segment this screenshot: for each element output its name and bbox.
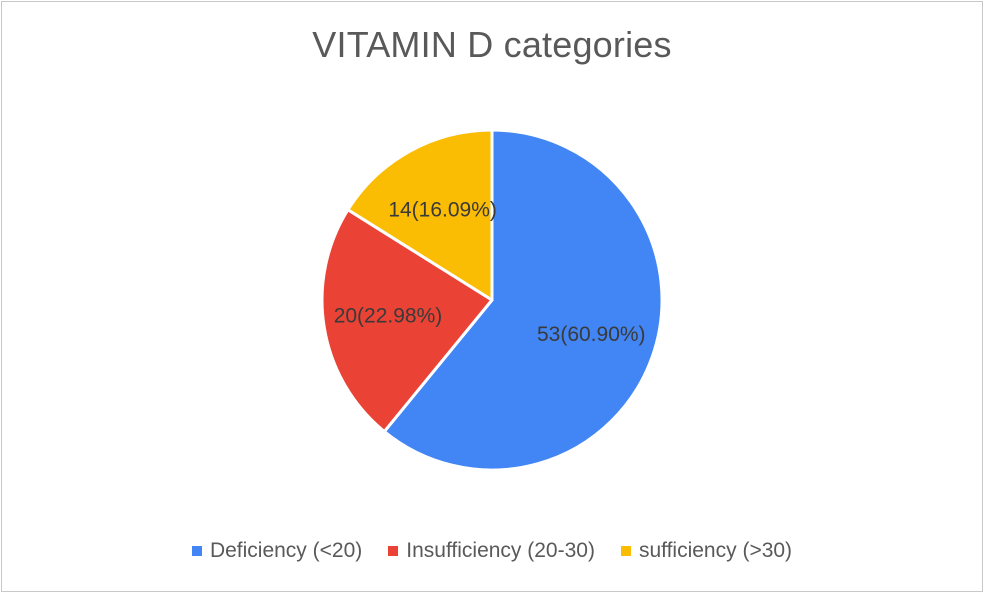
legend-item-sufficiency: sufficiency (>30) — [620, 539, 793, 563]
legend-item-insufficiency: Insufficiency (20-30) — [388, 539, 595, 563]
pie-slice-insufficiency — [320, 208, 494, 434]
legend-swatch-sufficiency — [620, 546, 631, 556]
legend-label-sufficiency: sufficiency (>30) — [638, 539, 793, 562]
legend-label-insufficiency: Insufficiency (20-30) — [406, 539, 595, 562]
legend-swatch-insufficiency — [388, 546, 399, 556]
chart-title: VITAMIN D categories — [312, 24, 672, 65]
pie-slices — [320, 128, 664, 472]
legend-label-deficiency: Deficiency (<20) — [209, 539, 363, 562]
legend-item-deficiency: Deficiency (<20) — [191, 539, 363, 563]
pie-slice-sufficiency — [346, 128, 494, 302]
legend: Deficiency (<20) Insufficiency (20-30) s… — [2, 539, 982, 563]
legend-swatch-deficiency — [191, 546, 202, 556]
pie-slice-deficiency — [382, 128, 664, 472]
data-label-insufficiency: 20(22.98%) — [334, 305, 443, 328]
data-label-sufficiency: 14(16.09%) — [388, 198, 497, 221]
pie-data-labels: 53(60.90%) 20(22.98%) 14(16.09%) — [334, 198, 646, 346]
data-label-deficiency: 53(60.90%) — [537, 323, 646, 346]
